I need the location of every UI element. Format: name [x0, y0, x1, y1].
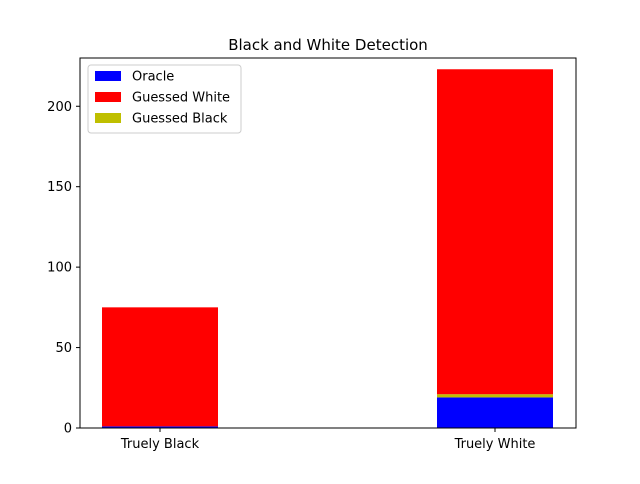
bar-guessed-white-truely-black	[102, 307, 218, 427]
y-tick-label: 50	[55, 341, 72, 356]
x-tick-label-truely-black: Truely Black	[120, 437, 200, 452]
x-tick-label-truely-white: Truely White	[454, 437, 536, 452]
legend-swatch-oracle	[95, 71, 121, 81]
legend-label-guessed-black: Guessed Black	[132, 112, 228, 127]
legend-label-oracle: Oracle	[132, 70, 174, 85]
y-tick-label: 0	[64, 422, 72, 437]
legend-label-guessed-white: Guessed White	[132, 91, 230, 106]
bar-oracle-truely-white	[437, 397, 553, 428]
bar-guessed-white-truely-white	[437, 69, 553, 395]
y-tick-label: 200	[47, 100, 72, 115]
y-tick-label: 100	[47, 261, 72, 276]
legend: Oracle Guessed White Guessed Black	[87, 64, 242, 134]
bar-guessed-black-truely-white	[437, 394, 553, 398]
axes-layer: 0 50 100 150 200 Truely Black Truely White	[47, 57, 577, 452]
y-tick-label: 150	[47, 180, 72, 195]
plot-frame	[79, 57, 577, 429]
legend-swatch-guessed-black	[95, 113, 121, 123]
legend-box	[87, 64, 242, 134]
chart-title: Black and White Detection	[228, 36, 428, 54]
legend-swatch-guessed-white	[95, 92, 121, 102]
bar-oracle-truely-black	[102, 426, 218, 428]
bars-layer	[102, 69, 553, 428]
